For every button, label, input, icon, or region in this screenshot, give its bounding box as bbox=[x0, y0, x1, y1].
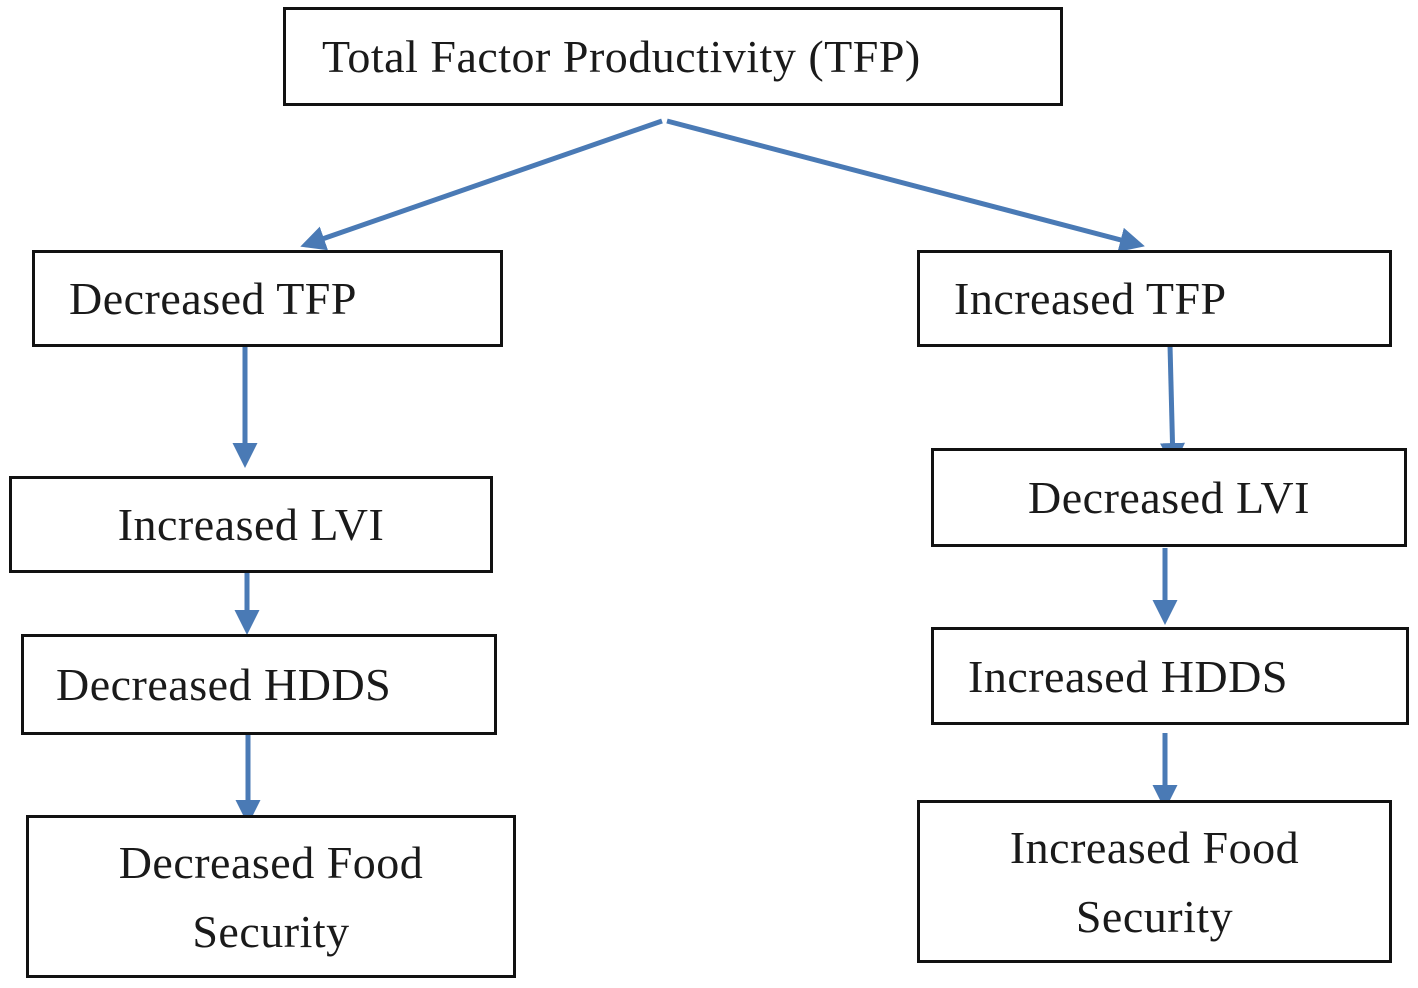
increased-tfp-box: Increased TFP bbox=[917, 250, 1392, 347]
increased-lvi-label: Increased LVI bbox=[117, 499, 385, 550]
decreased-food-security-box: Decreased Food Security bbox=[26, 815, 516, 978]
increased-lvi-box: Increased LVI bbox=[9, 476, 493, 573]
increased-hdds-label: Increased HDDS bbox=[968, 650, 1288, 702]
arrow-root-to-increased-tfp bbox=[666, 118, 1145, 253]
decreased-tfp-box: Decreased TFP bbox=[32, 250, 503, 347]
decreased-hdds-label: Decreased HDDS bbox=[56, 659, 392, 710]
increased-food-security-box: Increased Food Security bbox=[917, 800, 1392, 963]
root-box-tfp: Total Factor Productivity (TFP) bbox=[283, 7, 1063, 106]
decreased-hdds-box: Decreased HDDS bbox=[21, 634, 497, 735]
decreased-tfp-label: Decreased TFP bbox=[69, 273, 357, 324]
decreased-food-security-label: Decreased Food Security bbox=[118, 836, 424, 957]
arrow-increased-tfp-to-decreased-lvi bbox=[1159, 344, 1185, 468]
decreased-lvi-label: Decreased LVI bbox=[1028, 472, 1310, 523]
increased-food-security-label: Increased Food Security bbox=[1009, 821, 1300, 942]
increased-hdds-box: Increased HDDS bbox=[931, 627, 1409, 725]
decreased-lvi-box: Decreased LVI bbox=[931, 448, 1407, 547]
increased-tfp-label: Increased TFP bbox=[954, 273, 1227, 324]
root-label: Total Factor Productivity (TFP) bbox=[322, 31, 921, 82]
arrow-root-to-decreased-tfp bbox=[300, 118, 663, 251]
